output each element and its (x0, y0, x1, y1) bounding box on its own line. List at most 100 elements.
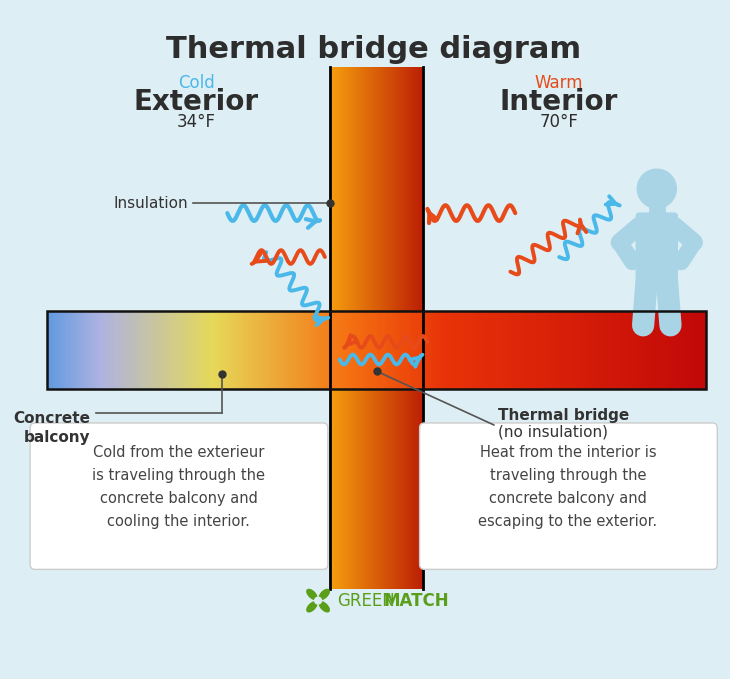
Bar (51, 311, 54, 389)
Bar (84, 311, 87, 389)
Bar (242, 311, 245, 389)
Bar (464, 311, 467, 389)
Bar (210, 311, 212, 389)
Bar (395, 67, 396, 589)
Bar (245, 311, 247, 389)
Bar (526, 311, 529, 389)
Bar (422, 311, 426, 389)
Bar (205, 311, 208, 389)
Bar (502, 311, 504, 389)
Bar (407, 67, 410, 589)
Bar (391, 311, 395, 389)
Bar (150, 311, 153, 389)
Bar (354, 311, 358, 389)
Bar (576, 311, 579, 389)
Bar (611, 311, 615, 389)
Bar (385, 67, 387, 589)
Text: (no insulation): (no insulation) (498, 425, 607, 440)
Bar (355, 67, 356, 589)
Bar (436, 311, 439, 389)
Bar (633, 311, 637, 389)
Bar (335, 67, 337, 589)
Ellipse shape (307, 589, 317, 600)
Bar (695, 311, 698, 389)
Bar (480, 311, 483, 389)
Bar (453, 311, 456, 389)
Bar (364, 67, 366, 589)
Bar (704, 311, 707, 389)
Bar (372, 67, 374, 589)
Bar (258, 311, 261, 389)
Bar (343, 311, 346, 389)
Bar (282, 311, 285, 389)
Bar (368, 67, 369, 589)
Bar (229, 311, 232, 389)
Bar (310, 311, 313, 389)
Bar (391, 67, 393, 589)
Bar (203, 311, 206, 389)
Circle shape (637, 169, 676, 208)
Bar (421, 67, 423, 589)
Bar (407, 67, 408, 589)
Bar (691, 311, 693, 389)
Bar (334, 311, 337, 389)
Bar (429, 311, 432, 389)
Bar (345, 311, 349, 389)
Bar (183, 311, 186, 389)
Bar (519, 311, 522, 389)
Bar (569, 311, 572, 389)
Bar (637, 311, 641, 389)
Text: Thermal bridge diagram: Thermal bridge diagram (166, 35, 581, 65)
Bar (262, 311, 265, 389)
Bar (422, 67, 423, 589)
Bar (121, 311, 125, 389)
Bar (158, 311, 162, 389)
Bar (359, 67, 361, 589)
Bar (534, 311, 537, 389)
Bar (604, 311, 608, 389)
Bar (574, 311, 577, 389)
Bar (337, 311, 339, 389)
Bar (471, 311, 474, 389)
Bar (409, 67, 410, 589)
Bar (675, 311, 678, 389)
Bar (449, 311, 452, 389)
Bar (352, 311, 356, 389)
Bar (156, 311, 160, 389)
Bar (363, 311, 366, 389)
Bar (440, 311, 443, 389)
Bar (373, 67, 374, 589)
Bar (234, 311, 237, 389)
Bar (343, 67, 345, 589)
Bar (412, 67, 413, 589)
Bar (271, 311, 274, 389)
Bar (192, 311, 195, 389)
Bar (401, 67, 402, 589)
Bar (484, 311, 487, 389)
Bar (677, 311, 680, 389)
Bar (249, 311, 252, 389)
Bar (466, 311, 469, 389)
Bar (366, 67, 367, 589)
Bar (399, 67, 401, 589)
Bar (412, 67, 414, 589)
Bar (411, 311, 415, 389)
Bar (293, 311, 296, 389)
Bar (174, 311, 177, 389)
Bar (194, 311, 197, 389)
Bar (128, 311, 131, 389)
Bar (442, 311, 445, 389)
Bar (357, 67, 358, 589)
Bar (344, 67, 345, 589)
Bar (347, 67, 348, 589)
Bar (330, 311, 333, 389)
Bar (578, 311, 581, 389)
Bar (683, 311, 687, 389)
Bar (335, 67, 337, 589)
Bar (82, 311, 85, 389)
Bar (188, 311, 191, 389)
Bar (543, 311, 546, 389)
Bar (642, 311, 645, 389)
Bar (58, 311, 61, 389)
Text: MATCH: MATCH (383, 591, 449, 610)
